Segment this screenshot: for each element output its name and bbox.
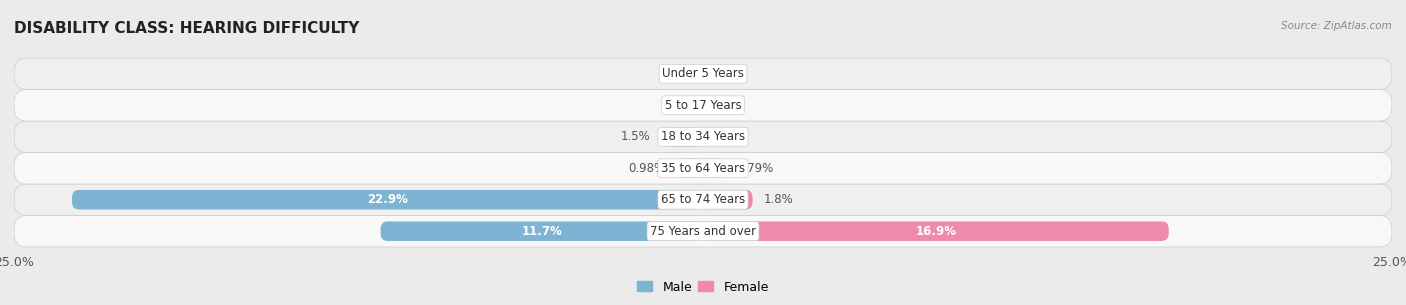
FancyBboxPatch shape: [14, 121, 1392, 152]
FancyBboxPatch shape: [703, 221, 1168, 241]
FancyBboxPatch shape: [703, 159, 724, 178]
Text: 5 to 17 Years: 5 to 17 Years: [665, 99, 741, 112]
Text: 35 to 64 Years: 35 to 64 Years: [661, 162, 745, 175]
FancyBboxPatch shape: [14, 58, 1392, 90]
Text: 1.8%: 1.8%: [763, 193, 793, 206]
Text: 11.7%: 11.7%: [522, 225, 562, 238]
Text: 22.9%: 22.9%: [367, 193, 408, 206]
Text: 0.0%: 0.0%: [714, 130, 744, 143]
Text: DISABILITY CLASS: HEARING DIFFICULTY: DISABILITY CLASS: HEARING DIFFICULTY: [14, 21, 360, 36]
FancyBboxPatch shape: [14, 152, 1392, 184]
Text: Source: ZipAtlas.com: Source: ZipAtlas.com: [1281, 21, 1392, 31]
FancyBboxPatch shape: [14, 184, 1392, 215]
Text: Under 5 Years: Under 5 Years: [662, 67, 744, 80]
Text: 65 to 74 Years: 65 to 74 Years: [661, 193, 745, 206]
FancyBboxPatch shape: [14, 215, 1392, 247]
Text: 18 to 34 Years: 18 to 34 Years: [661, 130, 745, 143]
FancyBboxPatch shape: [662, 127, 703, 146]
FancyBboxPatch shape: [703, 190, 752, 210]
Text: 1.5%: 1.5%: [621, 130, 651, 143]
Text: 0.0%: 0.0%: [662, 99, 692, 112]
Text: 16.9%: 16.9%: [915, 225, 956, 238]
Legend: Male, Female: Male, Female: [633, 275, 773, 299]
FancyBboxPatch shape: [14, 90, 1392, 121]
Text: 0.98%: 0.98%: [628, 162, 665, 175]
Text: 0.0%: 0.0%: [714, 67, 744, 80]
Text: 0.79%: 0.79%: [735, 162, 773, 175]
FancyBboxPatch shape: [72, 190, 703, 210]
FancyBboxPatch shape: [676, 159, 703, 178]
FancyBboxPatch shape: [381, 221, 703, 241]
Text: 0.0%: 0.0%: [714, 99, 744, 112]
Text: 0.0%: 0.0%: [662, 67, 692, 80]
Text: 75 Years and over: 75 Years and over: [650, 225, 756, 238]
